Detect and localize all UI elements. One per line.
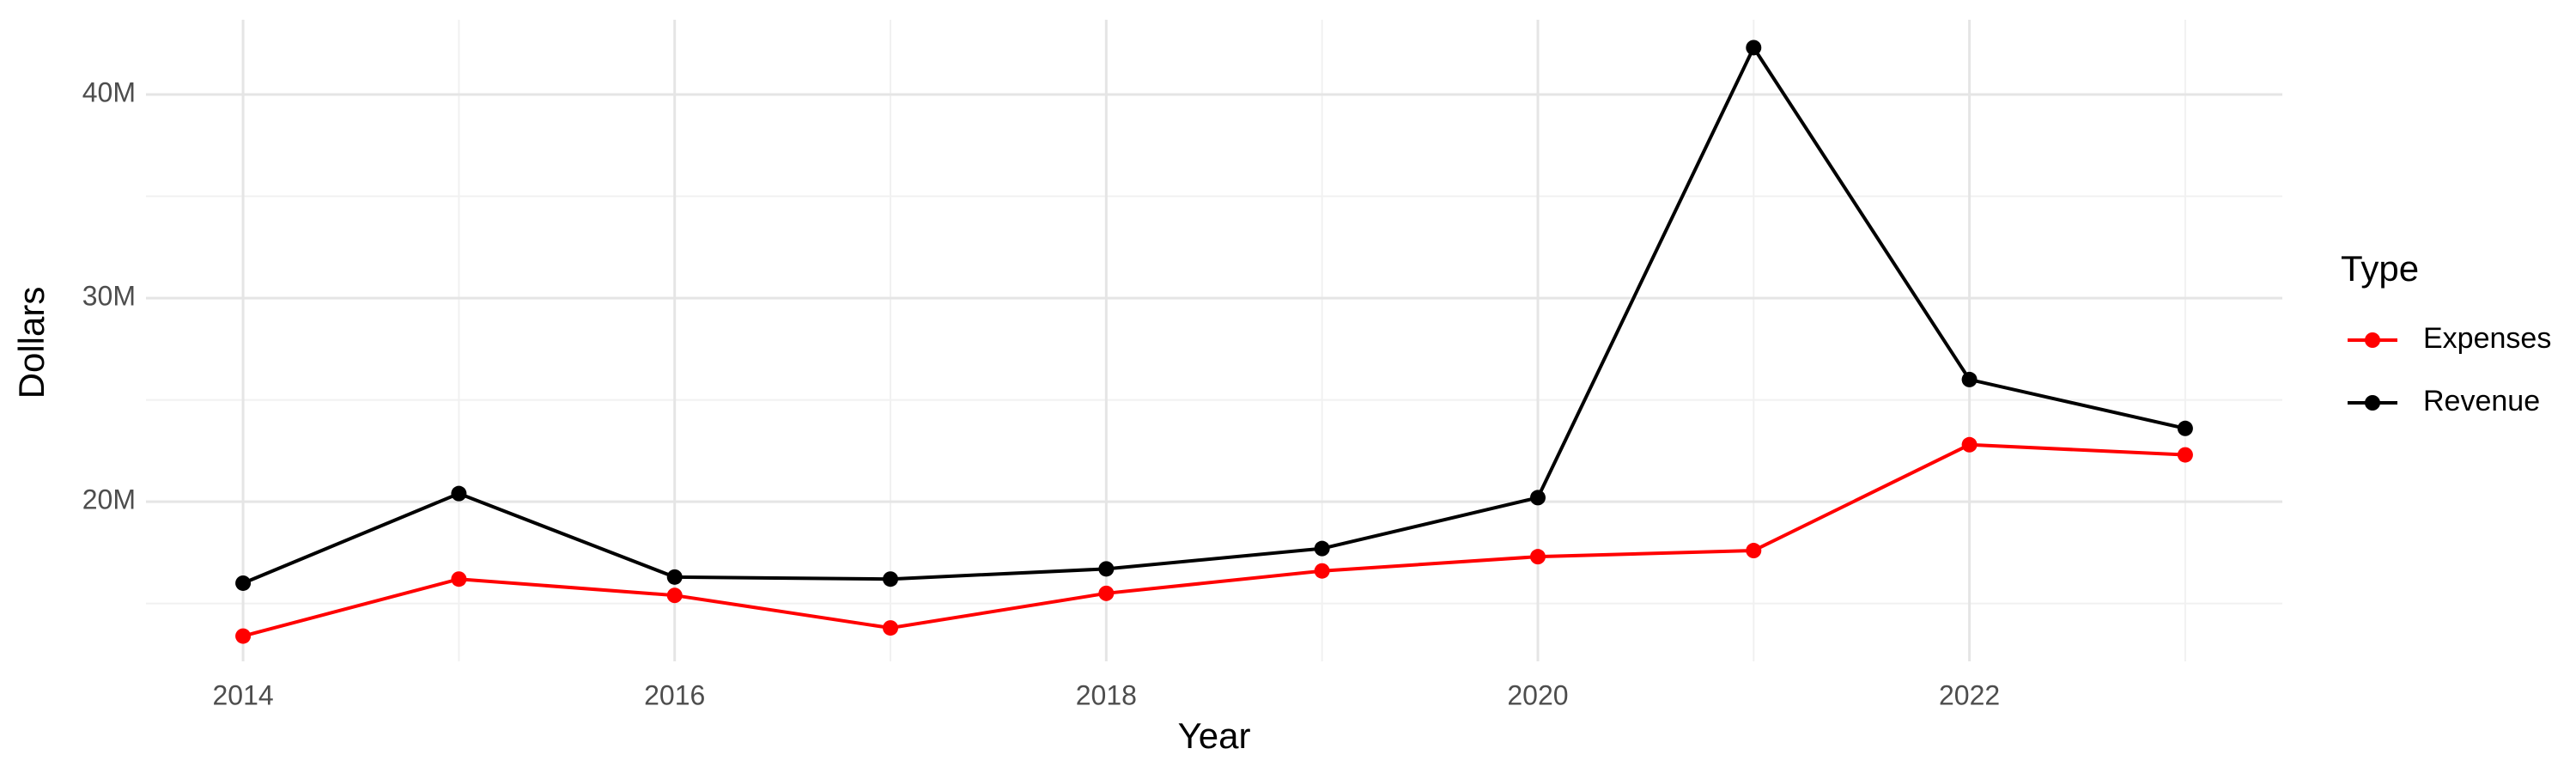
series-line xyxy=(242,44,2186,585)
data-point xyxy=(1098,561,1115,577)
x-tick-label: 2020 xyxy=(1507,679,1568,710)
data-point xyxy=(1961,371,1978,387)
data-point xyxy=(1961,436,1978,453)
x-axis-title: Year xyxy=(1178,715,1251,756)
data-point xyxy=(666,569,683,585)
legend-key-point xyxy=(2365,332,2380,348)
y-tick-label: 30M xyxy=(82,281,136,312)
legend-label: Expenses xyxy=(2423,322,2551,355)
data-point xyxy=(235,575,252,591)
y-tick-label: 20M xyxy=(82,484,136,515)
legend-title: Type xyxy=(2341,248,2419,289)
data-point xyxy=(2177,447,2193,463)
data-point xyxy=(235,628,252,644)
data-point xyxy=(1529,490,1546,506)
y-axis-title: Dollars xyxy=(11,287,52,399)
data-point xyxy=(1529,549,1546,565)
data-point xyxy=(1314,540,1330,557)
data-point xyxy=(666,587,683,604)
data-point xyxy=(2177,420,2193,436)
data-point xyxy=(1098,585,1115,601)
x-tick-label: 2016 xyxy=(644,679,705,710)
data-point xyxy=(883,571,899,587)
data-point xyxy=(1746,543,1762,559)
legend-label: Revenue xyxy=(2423,385,2540,417)
legend-key-point xyxy=(2365,395,2380,411)
data-point xyxy=(451,571,467,587)
x-tick-label: 2018 xyxy=(1076,679,1137,710)
series-line xyxy=(242,442,2186,638)
x-tick-label: 2022 xyxy=(1939,679,2000,710)
data-point xyxy=(883,620,899,636)
data-point xyxy=(451,485,467,502)
x-tick-label: 2014 xyxy=(212,679,273,710)
y-tick-label: 40M xyxy=(82,76,136,107)
data-point xyxy=(1746,40,1762,56)
data-point xyxy=(1314,563,1330,579)
